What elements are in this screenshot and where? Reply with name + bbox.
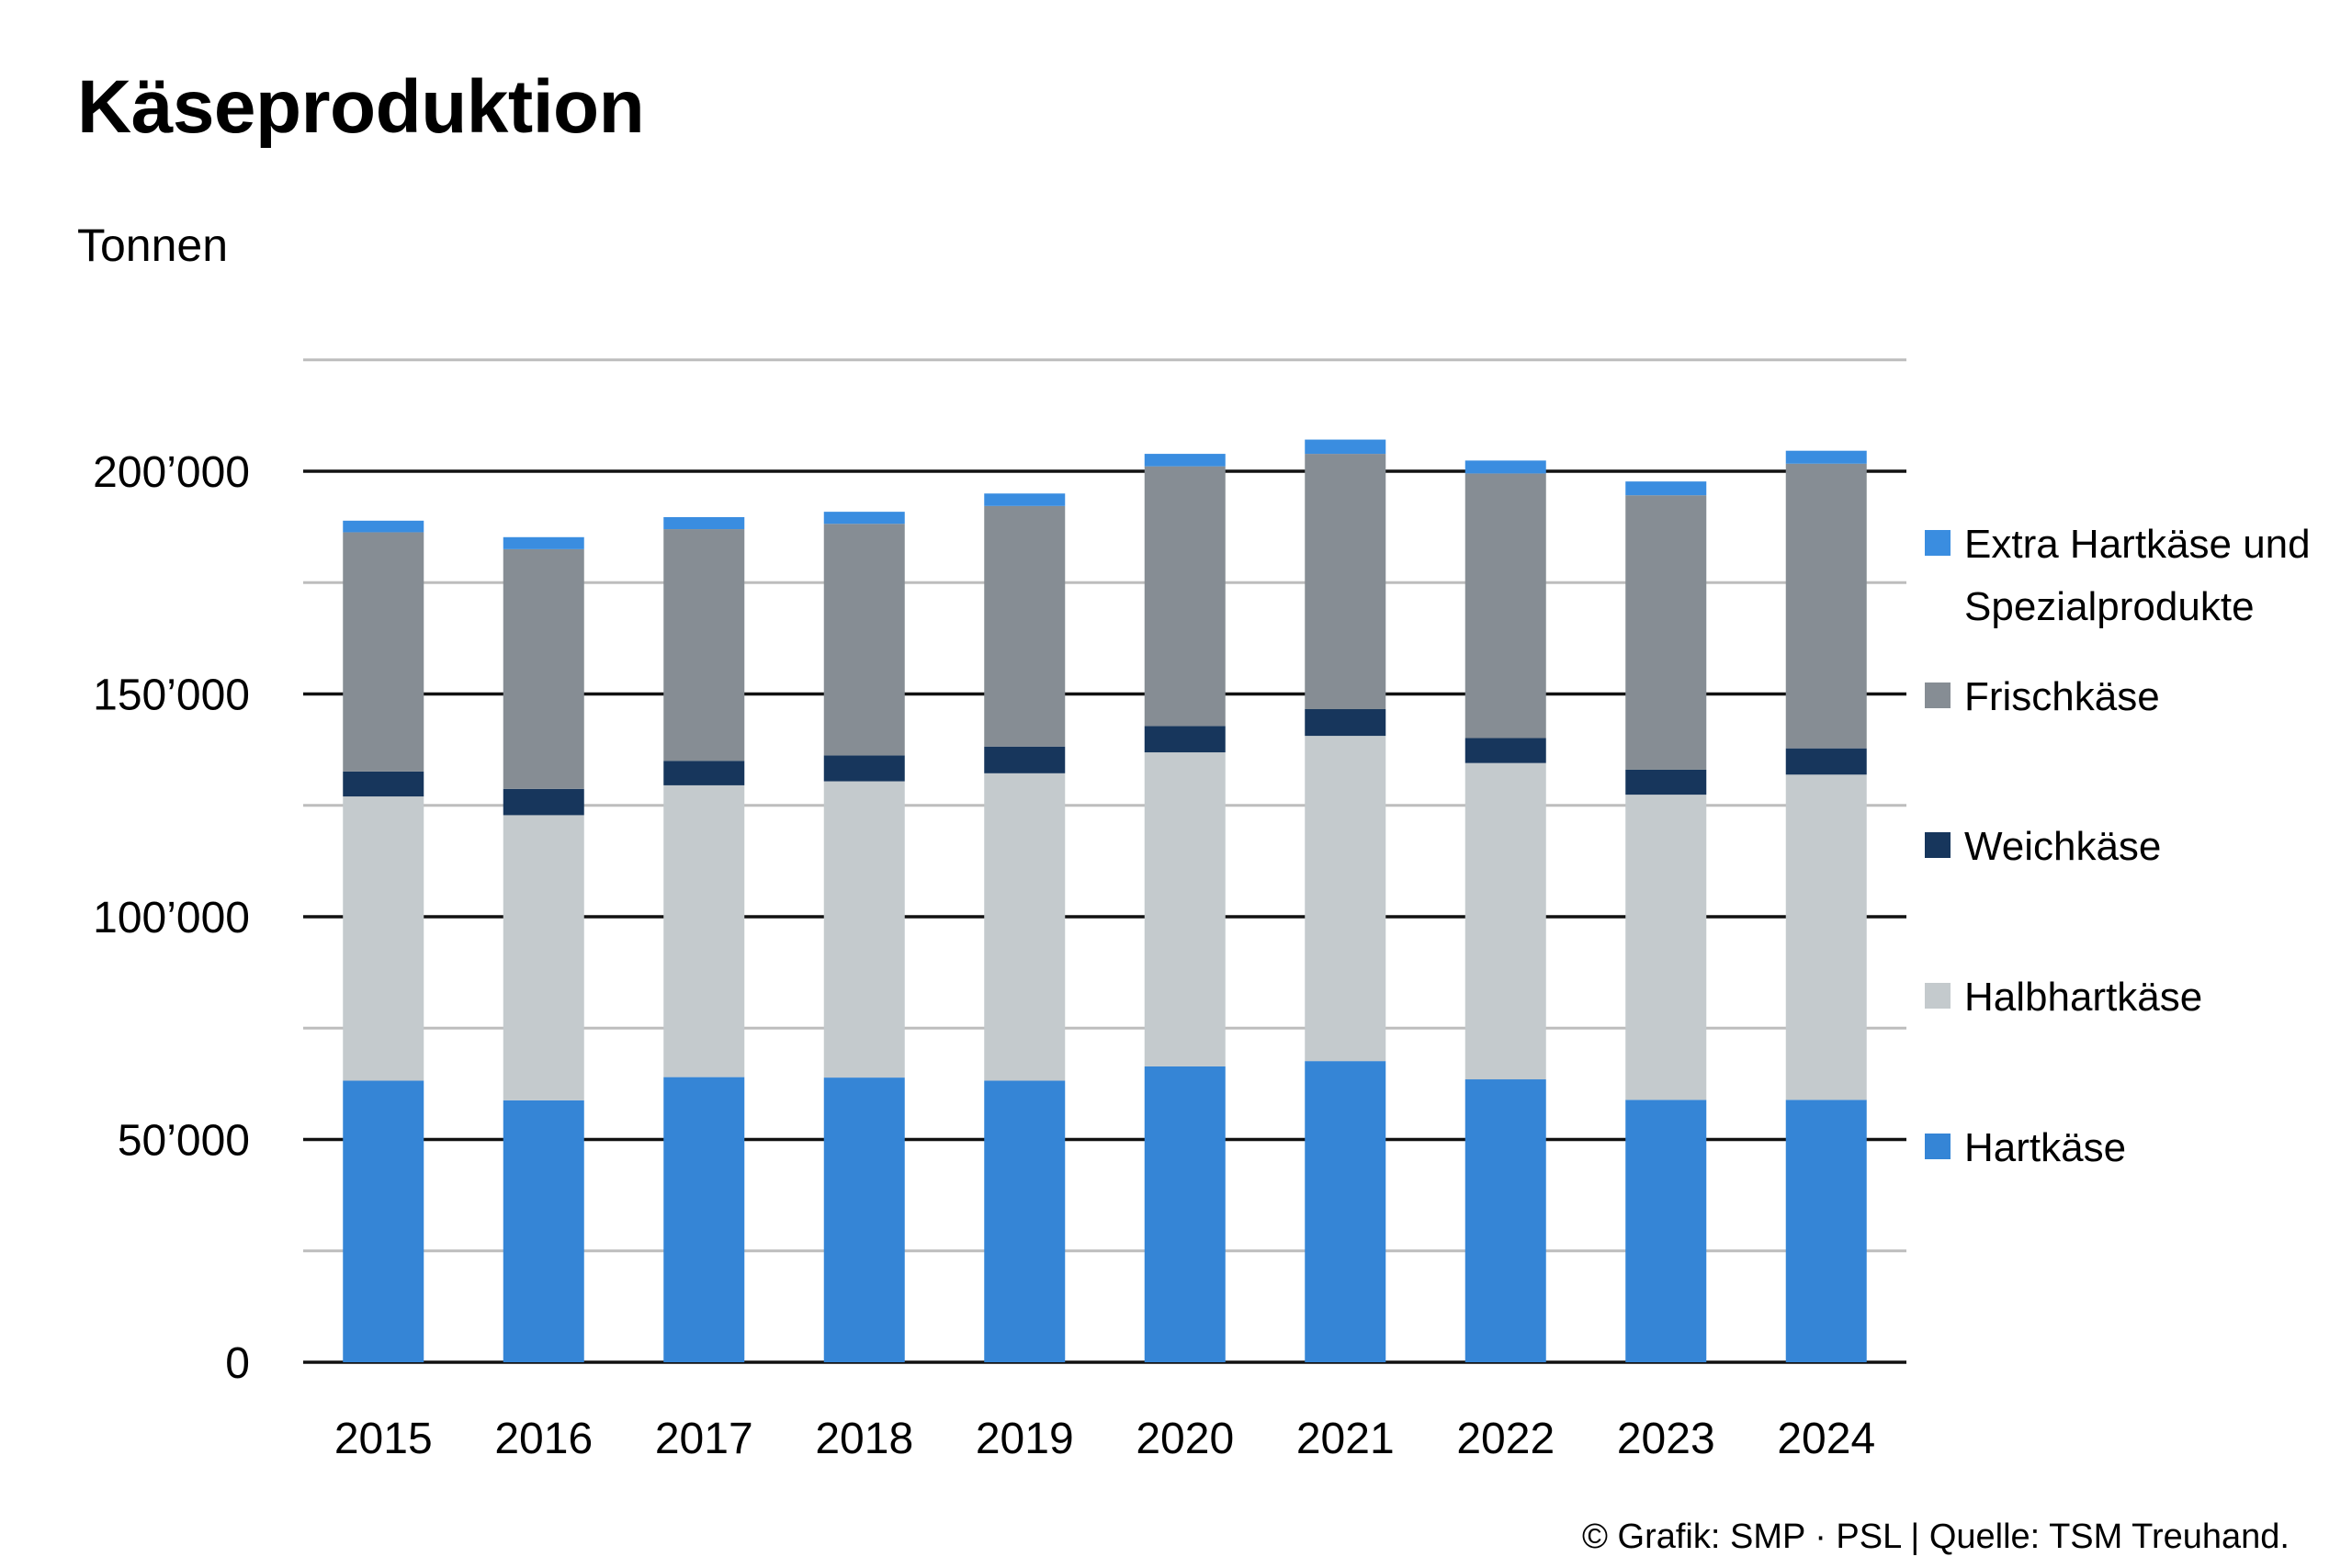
x-tick-label: 2017: [655, 1415, 753, 1463]
x-tick-label: 2023: [1617, 1415, 1715, 1463]
bar-segment: [1305, 736, 1386, 1062]
x-tick-label: 2024: [1777, 1415, 1875, 1463]
y-tick-label: 200’000: [93, 448, 250, 497]
bar-segment: [1625, 481, 1707, 496]
legend-label: Extra Hartkäse und: [1964, 522, 2311, 567]
legend-label: Frischkäse: [1964, 674, 2160, 719]
bar-segment: [1305, 1061, 1386, 1362]
bar-segment: [823, 1077, 905, 1362]
legend-label: Spezialprodukte: [1964, 584, 2255, 629]
bar-segment: [1785, 450, 1867, 464]
legend-label: Hartkäse: [1964, 1125, 2126, 1170]
bar-segment: [343, 771, 424, 797]
bar-segment: [503, 536, 584, 549]
y-unit-label: Tonnen: [77, 220, 229, 271]
bar-segment: [1464, 473, 1546, 739]
x-tick-label: 2015: [334, 1415, 433, 1463]
bar-segment: [984, 1080, 1066, 1362]
bar-segment: [1625, 769, 1707, 795]
y-axis: 0 50’000 100’000 150’000 200’000: [93, 448, 250, 1388]
x-tick-label: 2020: [1136, 1415, 1234, 1463]
legend-label: Halbhartkäse: [1964, 975, 2202, 1020]
x-tick-label: 2021: [1296, 1415, 1395, 1463]
x-tick-label: 2016: [494, 1415, 593, 1463]
bar-segment: [1625, 795, 1707, 1100]
bar-segment: [1785, 463, 1867, 749]
bar-segment: [1625, 495, 1707, 770]
legend-swatch: [1925, 1134, 1951, 1159]
y-tick-label: 50’000: [118, 1117, 250, 1166]
bar-segment: [663, 784, 745, 1077]
bar-segment: [1785, 774, 1867, 1100]
bar-segment: [343, 796, 424, 1081]
bar-segment: [503, 548, 584, 789]
x-tick-label: 2018: [815, 1415, 913, 1463]
bar-segment: [1144, 454, 1226, 467]
x-tick-label: 2019: [976, 1415, 1074, 1463]
y-tick-label: 150’000: [93, 671, 250, 720]
chart-title: Käseproduktion: [77, 65, 645, 149]
bar-segment: [343, 1080, 424, 1362]
bar-segment: [1625, 1100, 1707, 1362]
bar-segment: [663, 761, 745, 785]
bar-segment: [823, 781, 905, 1078]
y-tick-label: 0: [225, 1339, 250, 1388]
bar-segment: [1144, 466, 1226, 727]
bar-segment: [1464, 762, 1546, 1080]
bar-segment: [1464, 460, 1546, 474]
legend-swatch: [1925, 983, 1951, 1009]
bar-segment: [503, 1100, 584, 1362]
bar-segment: [984, 773, 1066, 1081]
bar-segment: [1785, 748, 1867, 775]
bar-segment: [343, 532, 424, 772]
bar-segment: [663, 516, 745, 530]
bar-segment: [663, 529, 745, 761]
bar-segment: [503, 815, 584, 1100]
bar-segment: [984, 493, 1066, 506]
bar-segment: [503, 788, 584, 816]
bars: [343, 439, 1867, 1362]
bar-segment: [823, 755, 905, 782]
legend-swatch: [1925, 530, 1951, 556]
bar-segment: [823, 512, 905, 525]
x-tick-label: 2022: [1456, 1415, 1555, 1463]
bar-segment: [1144, 1066, 1226, 1362]
bar-segment: [1464, 738, 1546, 763]
bar-segment: [823, 524, 905, 756]
bar-segment: [984, 746, 1066, 773]
legend-swatch: [1925, 682, 1951, 708]
bar-segment: [1305, 439, 1386, 455]
bar-segment: [1305, 708, 1386, 737]
legend-label: Weichkäse: [1964, 824, 2161, 869]
bar-segment: [1144, 726, 1226, 753]
source-credit: © Grafik: SMP · PSL | Quelle: TSM Treuha…: [1581, 1517, 2290, 1556]
bar-segment: [663, 1077, 745, 1362]
bar-segment: [343, 520, 424, 533]
bar-segment: [1305, 454, 1386, 709]
bar-segment: [1144, 752, 1226, 1066]
bar-segment: [1464, 1079, 1546, 1362]
y-tick-label: 100’000: [93, 894, 250, 942]
bar-segment: [1785, 1100, 1867, 1362]
bar-segment: [984, 505, 1066, 747]
legend: Extra Hartkäse und Spezialprodukte Frischk…: [1925, 522, 2311, 1170]
legend-swatch: [1925, 832, 1951, 858]
x-axis: 2015 2016 2017 2018 2019 2020 2021 2022 2023 2024: [334, 1415, 1875, 1463]
